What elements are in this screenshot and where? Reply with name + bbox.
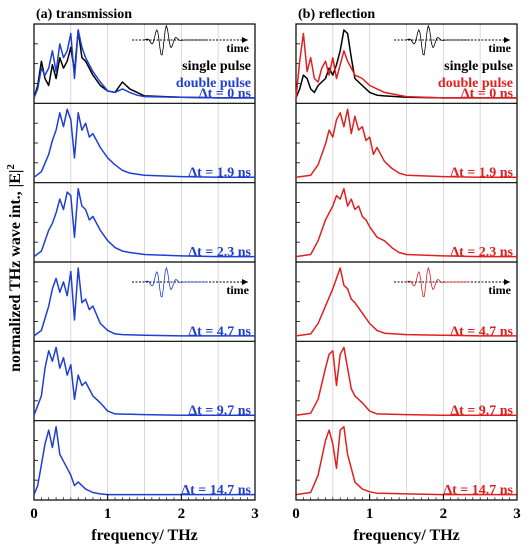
inset-arrowhead (504, 279, 510, 285)
x-tick-label: 0 (30, 506, 38, 522)
single-pulse-line (295, 29, 517, 99)
x-axis-label: frequency/ THz (353, 527, 460, 544)
double-pulse-line (33, 29, 255, 99)
inset-double-pulse (132, 266, 248, 298)
delay-label: Δt = 9.7 ns (188, 404, 251, 419)
double-pulse-line (295, 346, 517, 417)
x-tick-label: 0 (292, 506, 300, 522)
panel-title: (b) reflection (298, 7, 375, 22)
double-pulse-line (295, 187, 517, 258)
inset-single-pulse (132, 24, 248, 56)
inset-arrowhead (242, 37, 248, 43)
double-pulse-line (33, 346, 255, 417)
x-tick-label: 3 (513, 506, 521, 522)
delay-label: Δt = 0 ns (461, 86, 514, 101)
x-axis-label: frequency/ THz (91, 527, 198, 544)
inset-time-label: time (488, 283, 511, 297)
delay-label: Δt = 14.7 ns (181, 483, 251, 498)
single-pulse-line (33, 29, 255, 99)
inset-pulse-trace (143, 24, 208, 56)
delay-label: Δt = 4.7 ns (450, 324, 513, 339)
x-tick-label: 2 (440, 506, 448, 522)
panel-title: (a) transmission (36, 7, 132, 22)
double-pulse-line (33, 267, 255, 337)
delay-label: Δt = 1.9 ns (188, 166, 251, 181)
legend-double-pulse: double pulse (438, 76, 513, 91)
double-pulse-line (33, 425, 255, 496)
legend-single-pulse: single pulse (444, 59, 513, 74)
inset-time-label: time (488, 41, 511, 55)
legend-single-pulse: single pulse (182, 59, 251, 74)
x-tick-label: 1 (104, 506, 112, 522)
panel-reflection: (b) reflection Δt = 0 ns Δt = 1.9 ns Δt = 2… (292, 7, 521, 544)
delay-label: Δt = 2.3 ns (450, 245, 513, 260)
inset-double-pulse (394, 266, 510, 298)
double-pulse-line (33, 108, 255, 179)
panel-transmission: (a) transmission Δt = 0 ns Δt = 1.9 ns Δt =… (30, 7, 259, 544)
inset-pulse-trace (143, 266, 208, 298)
y-axis-label-superscript: 2 (5, 164, 17, 170)
x-tick-label: 2 (178, 506, 186, 522)
inset-pulse-trace (405, 24, 470, 56)
inset-time-label: time (226, 41, 249, 55)
inset-time-label: time (226, 283, 249, 297)
inset-single-pulse (394, 24, 510, 56)
y-axis-label-text: normalized THz wave int., |E| (7, 170, 24, 372)
delay-label: Δt = 2.3 ns (188, 245, 251, 260)
delay-label: Δt = 14.7 ns (443, 483, 513, 498)
double-pulse-line (295, 32, 517, 99)
double-pulse-line (295, 425, 517, 496)
delay-label: Δt = 9.7 ns (450, 404, 513, 419)
delay-label: Δt = 0 ns (199, 86, 252, 101)
legend-double-pulse: double pulse (176, 76, 251, 91)
delay-label: Δt = 1.9 ns (450, 166, 513, 181)
inset-arrowhead (242, 279, 248, 285)
inset-pulse-trace (405, 266, 470, 298)
double-pulse-line (295, 267, 517, 337)
panels-group: (a) transmission Δt = 0 ns Δt = 1.9 ns Δt =… (30, 7, 521, 544)
x-tick-label: 3 (251, 506, 259, 522)
y-axis-label: normalized THz wave int., |E|2 (5, 164, 24, 372)
delay-label: Δt = 4.7 ns (188, 324, 251, 339)
x-tick-label: 1 (366, 506, 374, 522)
inset-arrowhead (504, 37, 510, 43)
double-pulse-line (33, 187, 255, 258)
double-pulse-line (295, 108, 517, 179)
